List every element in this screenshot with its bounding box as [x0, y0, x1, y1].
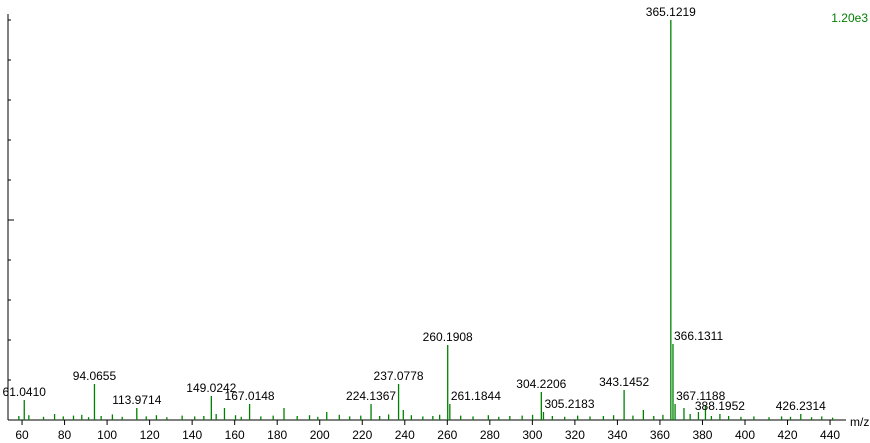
x-tick-label: 260 [437, 428, 457, 442]
x-tick-label: 380 [692, 428, 712, 442]
peak-label: 260.1908 [423, 330, 473, 344]
peak-label: 365.1219 [646, 5, 696, 19]
peak-label: 61.0410 [3, 385, 47, 399]
peak-label: 388.1952 [695, 399, 745, 413]
x-tick-label: 160 [225, 428, 245, 442]
x-tick-label: 360 [650, 428, 670, 442]
peak-label: 304.2206 [516, 377, 566, 391]
peak-label: 167.0148 [225, 389, 275, 403]
peak-label: 366.1311 [674, 329, 723, 343]
intensity-label: 1.20e3 [831, 11, 868, 25]
x-tick-label: 440 [820, 428, 840, 442]
x-axis-label: m/z [850, 415, 869, 429]
x-tick-label: 280 [480, 428, 500, 442]
peak-label: 261.1844 [451, 389, 501, 403]
peak-label: 149.0242 [186, 381, 236, 395]
x-tick-label: 320 [565, 428, 585, 442]
peak-label: 224.1367 [346, 389, 396, 403]
x-tick-label: 180 [267, 428, 287, 442]
peak-label: 305.2183 [544, 397, 594, 411]
x-tick-label: 420 [778, 428, 798, 442]
peak-label: 367.1188 [676, 389, 725, 403]
peak-label: 113.9714 [112, 393, 161, 407]
peak-label: 343.1452 [599, 375, 649, 389]
x-tick-label: 220 [352, 428, 372, 442]
x-tick-label: 80 [58, 428, 72, 442]
peak-label: 426.2314 [776, 399, 826, 413]
peak-label: 94.0655 [73, 369, 117, 383]
x-tick-label: 140 [182, 428, 202, 442]
x-tick-label: 120 [140, 428, 160, 442]
x-tick-label: 240 [395, 428, 415, 442]
peak-label: 237.0778 [374, 369, 424, 383]
x-tick-label: 200 [310, 428, 330, 442]
x-tick-label: 100 [97, 428, 117, 442]
x-tick-label: 300 [522, 428, 542, 442]
x-tick-label: 60 [15, 428, 29, 442]
x-tick-label: 340 [607, 428, 627, 442]
x-tick-label: 400 [735, 428, 755, 442]
